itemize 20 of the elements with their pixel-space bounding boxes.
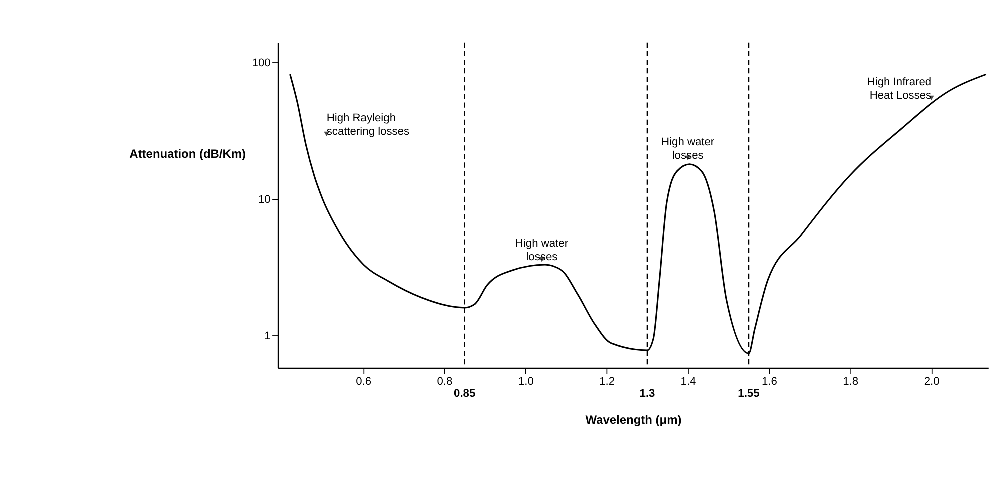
ref-line-label: 1.3 bbox=[640, 388, 656, 400]
annotation: High Rayleigh scattering losses bbox=[326, 112, 410, 138]
x-tick-label: 1.2 bbox=[600, 376, 616, 388]
x-tick-label: 1.6 bbox=[762, 376, 778, 388]
x-tick-label: 0.6 bbox=[356, 376, 372, 388]
x-tick-label: 1.4 bbox=[680, 376, 696, 388]
y-axis-title: Attenuation (dB/Km) bbox=[130, 146, 246, 161]
y-tick-label: 100 bbox=[252, 58, 271, 70]
x-tick-label: 1.8 bbox=[843, 376, 859, 388]
x-tick-label: 1.0 bbox=[518, 376, 534, 388]
ref-line-label: 0.85 bbox=[454, 388, 476, 400]
annotation: High water losses bbox=[515, 238, 569, 264]
y-tick-label: 1 bbox=[264, 330, 271, 343]
x-axis-title: Wavelength (μm) bbox=[586, 413, 682, 428]
annotation: High Infrared Heat Losses bbox=[867, 76, 932, 102]
x-tick-label: 2.0 bbox=[924, 376, 940, 388]
ref-line-label: 1.55 bbox=[738, 388, 760, 400]
annotation: High water losses bbox=[662, 136, 715, 162]
y-tick-label: 10 bbox=[258, 194, 271, 206]
x-tick-label: 0.8 bbox=[437, 376, 453, 388]
